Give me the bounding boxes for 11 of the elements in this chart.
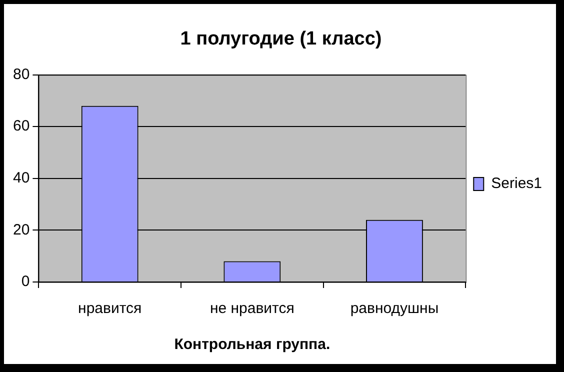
legend-label: Series1 [491,175,542,192]
x-tick-label: нравится [78,300,142,318]
y-tick-label: 20 [12,221,30,238]
x-tick-label: не нравится [210,300,294,318]
y-tick-label: 40 [12,170,30,187]
x-axis-title: Контрольная группа. [174,336,330,354]
chart-title: 1 полугодие (1 класс) [180,28,382,50]
y-tick-label: 80 [12,66,30,83]
y-tick-label: 0 [21,273,30,290]
x-tick-label: равнодушны [350,300,439,318]
y-tick-label: 60 [12,118,30,135]
